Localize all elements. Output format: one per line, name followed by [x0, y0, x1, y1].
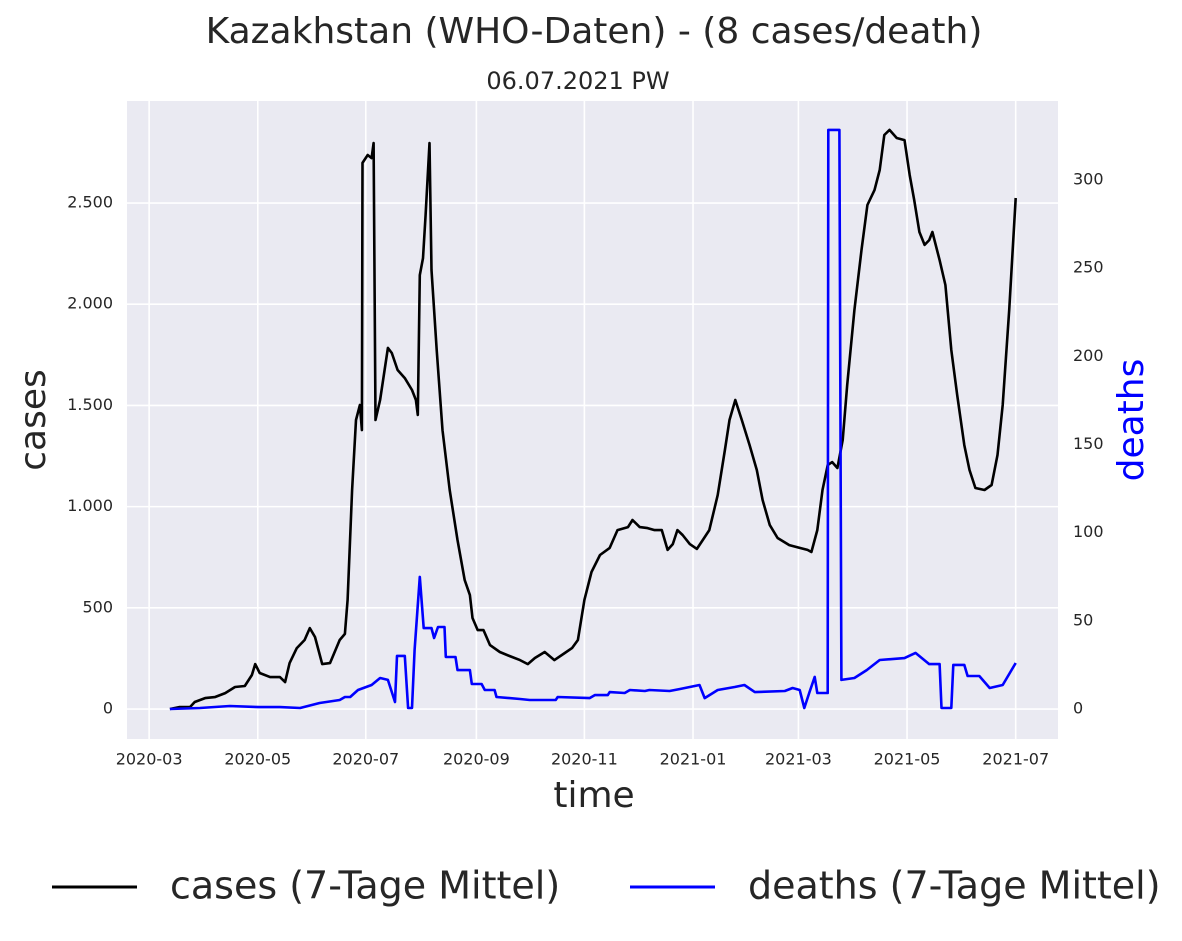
- y-axis-label: cases: [13, 369, 54, 471]
- y2-tick-label: 200: [1073, 346, 1104, 365]
- series-line: [169, 128, 1017, 711]
- series-line: [169, 128, 1017, 711]
- chart-title: Kazakhstan (WHO-Daten) - (8 cases/death): [206, 11, 983, 52]
- x-tick-label: 2020-11: [551, 750, 618, 769]
- y2-tick-label: 0: [1073, 699, 1083, 718]
- y-tick-label: 2.500: [67, 193, 113, 212]
- x-tick-label: 2020-05: [224, 750, 291, 769]
- legend-label: cases (7-Tage Mittel): [170, 864, 560, 908]
- y-tick-label: 0: [103, 699, 113, 718]
- y2-tick-label: 250: [1073, 258, 1104, 277]
- y2-tick-label: 150: [1073, 434, 1104, 453]
- y-tick-label: 1.500: [67, 395, 113, 414]
- x-tick-label: 2020-07: [332, 750, 399, 769]
- plot-area: [127, 101, 1058, 739]
- x-tick-label: 2020-03: [116, 750, 183, 769]
- y-tick-label: 2.000: [67, 294, 113, 313]
- y2-tick-label: 100: [1073, 522, 1104, 541]
- x-tick-label: 2021-05: [874, 750, 941, 769]
- x-tick-label: 2021-03: [765, 750, 832, 769]
- x-tick-label: 2020-09: [443, 750, 510, 769]
- x-tick-label: 2021-07: [982, 750, 1049, 769]
- x-axis-label: time: [553, 775, 634, 816]
- y2-axis-label: deaths: [1111, 359, 1152, 482]
- y-tick-label: 500: [82, 597, 113, 616]
- chart-subtitle: 06.07.2021 PW: [486, 67, 669, 95]
- x-tick-label: 2021-01: [660, 750, 727, 769]
- y2-tick-label: 300: [1073, 170, 1104, 189]
- legend-label: deaths (7-Tage Mittel): [748, 864, 1161, 908]
- y2-tick-label: 50: [1073, 610, 1093, 629]
- y-tick-label: 1.000: [67, 496, 113, 515]
